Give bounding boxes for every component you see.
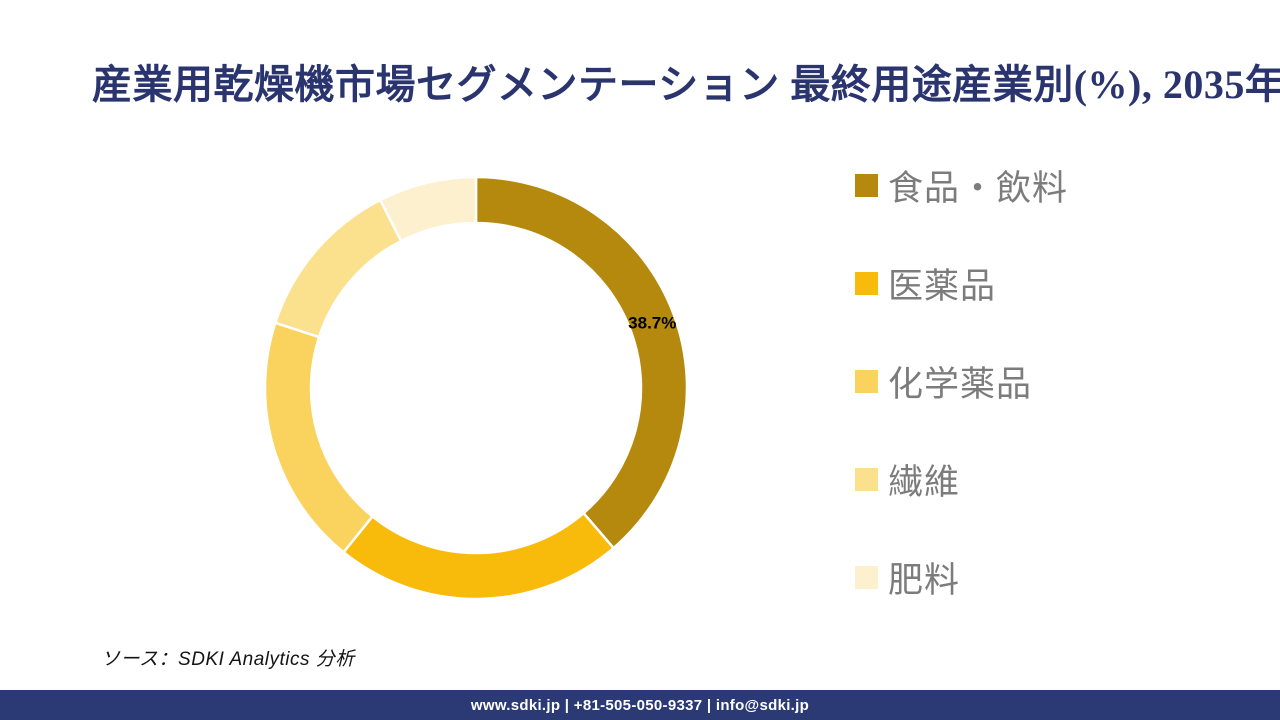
footer-contact-text: www.sdki.jp | +81-505-050-9337 | info@sd… — [470, 696, 810, 714]
legend: 食品・飲料医薬品化学薬品繊維肥料 — [855, 163, 1068, 653]
legend-item: 繊維 — [855, 457, 1068, 502]
donut-chart-svg: 38.7% — [263, 175, 689, 601]
source-note: ソース：SDKI Analytics 分析 — [101, 649, 355, 670]
donut-segment — [341, 511, 616, 601]
donut-segment — [263, 321, 375, 555]
donut-segment — [273, 198, 403, 339]
slice-data-label: 38.7% — [628, 314, 676, 333]
donut-chart: 38.7% — [256, 168, 696, 608]
legend-swatch — [855, 271, 878, 295]
legend-item: 医薬品 — [855, 261, 1068, 306]
legend-swatch — [855, 369, 878, 393]
legend-item: 食品・飲料 — [855, 163, 1068, 208]
legend-label: 医薬品 — [888, 266, 997, 306]
chart-title: 産業用乾燥機市場セグメンテーション 最終用途産業別(%), 2035年 — [92, 62, 1280, 107]
footer-bar: www.sdki.jp | +81-505-050-9337 | info@sd… — [0, 690, 1280, 720]
legend-item: 肥料 — [855, 555, 1068, 600]
legend-label: 食品・飲料 — [888, 168, 1069, 208]
donut-segment — [474, 175, 689, 550]
legend-label: 繊維 — [888, 462, 961, 502]
legend-swatch — [855, 467, 878, 491]
legend-swatch — [855, 173, 878, 197]
legend-label: 肥料 — [888, 560, 961, 600]
legend-swatch — [855, 565, 878, 589]
legend-label: 化学薬品 — [888, 364, 1033, 404]
legend-item: 化学薬品 — [855, 359, 1068, 404]
donut-segment — [378, 175, 478, 243]
